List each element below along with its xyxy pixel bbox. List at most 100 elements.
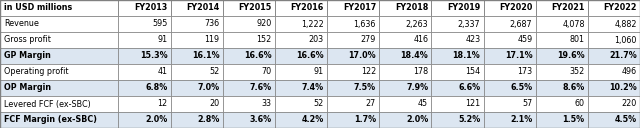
Bar [588, 48, 640, 64]
Bar [484, 16, 536, 32]
Bar [275, 32, 327, 48]
Text: FY2017: FY2017 [343, 3, 376, 13]
Bar [327, 48, 380, 64]
Text: 1,222: 1,222 [301, 19, 324, 29]
Bar [170, 112, 223, 128]
Bar [431, 80, 484, 96]
Text: 4,882: 4,882 [614, 19, 637, 29]
Text: 7.5%: 7.5% [354, 83, 376, 93]
Bar [118, 80, 170, 96]
Text: 18.1%: 18.1% [452, 51, 481, 61]
Bar [536, 16, 588, 32]
Bar [223, 48, 275, 64]
Bar [484, 112, 536, 128]
Text: 595: 595 [152, 19, 168, 29]
Text: 173: 173 [517, 67, 532, 77]
Text: 57: 57 [522, 99, 532, 109]
Bar [431, 48, 484, 64]
Text: 20: 20 [209, 99, 220, 109]
Bar [536, 80, 588, 96]
Bar [327, 80, 380, 96]
Text: 6.5%: 6.5% [510, 83, 532, 93]
Bar [588, 112, 640, 128]
Text: 10.2%: 10.2% [609, 83, 637, 93]
Bar [275, 48, 327, 64]
Bar [118, 64, 170, 80]
Text: 33: 33 [262, 99, 272, 109]
Text: Gross profit: Gross profit [4, 35, 51, 45]
Text: 7.4%: 7.4% [301, 83, 324, 93]
Bar [536, 0, 588, 16]
Bar [275, 64, 327, 80]
Bar [170, 64, 223, 80]
Text: 7.9%: 7.9% [406, 83, 428, 93]
Bar [484, 80, 536, 96]
Bar [223, 96, 275, 112]
Text: 2,687: 2,687 [510, 19, 532, 29]
Text: 736: 736 [204, 19, 220, 29]
Bar [380, 64, 431, 80]
Bar [275, 80, 327, 96]
Text: 52: 52 [209, 67, 220, 77]
Text: 6.8%: 6.8% [145, 83, 168, 93]
Bar [170, 48, 223, 64]
Bar [170, 16, 223, 32]
Text: 2,337: 2,337 [458, 19, 481, 29]
Bar [431, 16, 484, 32]
Bar [484, 64, 536, 80]
Text: 18.4%: 18.4% [401, 51, 428, 61]
Bar [484, 48, 536, 64]
Text: FY2019: FY2019 [447, 3, 481, 13]
Bar [118, 16, 170, 32]
Bar [0, 48, 118, 64]
Bar [118, 32, 170, 48]
Bar [0, 16, 118, 32]
Bar [588, 80, 640, 96]
Bar [431, 32, 484, 48]
Text: 279: 279 [360, 35, 376, 45]
Bar [275, 0, 327, 16]
Bar [431, 64, 484, 80]
Text: 7.0%: 7.0% [197, 83, 220, 93]
Text: 2.8%: 2.8% [197, 115, 220, 125]
Bar [588, 64, 640, 80]
Text: 6.6%: 6.6% [458, 83, 481, 93]
Bar [327, 32, 380, 48]
Text: 17.1%: 17.1% [505, 51, 532, 61]
Bar [118, 112, 170, 128]
Bar [431, 112, 484, 128]
Bar [170, 32, 223, 48]
Bar [0, 0, 118, 16]
Text: Levered FCF (ex-SBC): Levered FCF (ex-SBC) [4, 99, 91, 109]
Text: 2.0%: 2.0% [145, 115, 168, 125]
Text: 178: 178 [413, 67, 428, 77]
Text: 1,060: 1,060 [614, 35, 637, 45]
Text: 52: 52 [314, 99, 324, 109]
Bar [536, 48, 588, 64]
Bar [484, 96, 536, 112]
Bar [380, 112, 431, 128]
Text: 5.2%: 5.2% [458, 115, 481, 125]
Bar [170, 96, 223, 112]
Text: 459: 459 [517, 35, 532, 45]
Bar [327, 112, 380, 128]
Bar [380, 80, 431, 96]
Bar [380, 32, 431, 48]
Text: 8.6%: 8.6% [563, 83, 585, 93]
Text: 7.6%: 7.6% [250, 83, 272, 93]
Text: 423: 423 [465, 35, 481, 45]
Bar [275, 96, 327, 112]
Text: 2.1%: 2.1% [510, 115, 532, 125]
Bar [327, 64, 380, 80]
Text: 12: 12 [157, 99, 168, 109]
Text: 60: 60 [575, 99, 585, 109]
Bar [380, 16, 431, 32]
Bar [380, 48, 431, 64]
Text: 122: 122 [361, 67, 376, 77]
Bar [327, 0, 380, 16]
Text: FY2015: FY2015 [239, 3, 272, 13]
Text: FCF Margin (ex-SBC): FCF Margin (ex-SBC) [4, 115, 97, 125]
Text: 154: 154 [465, 67, 481, 77]
Text: FY2016: FY2016 [291, 3, 324, 13]
Text: 17.0%: 17.0% [348, 51, 376, 61]
